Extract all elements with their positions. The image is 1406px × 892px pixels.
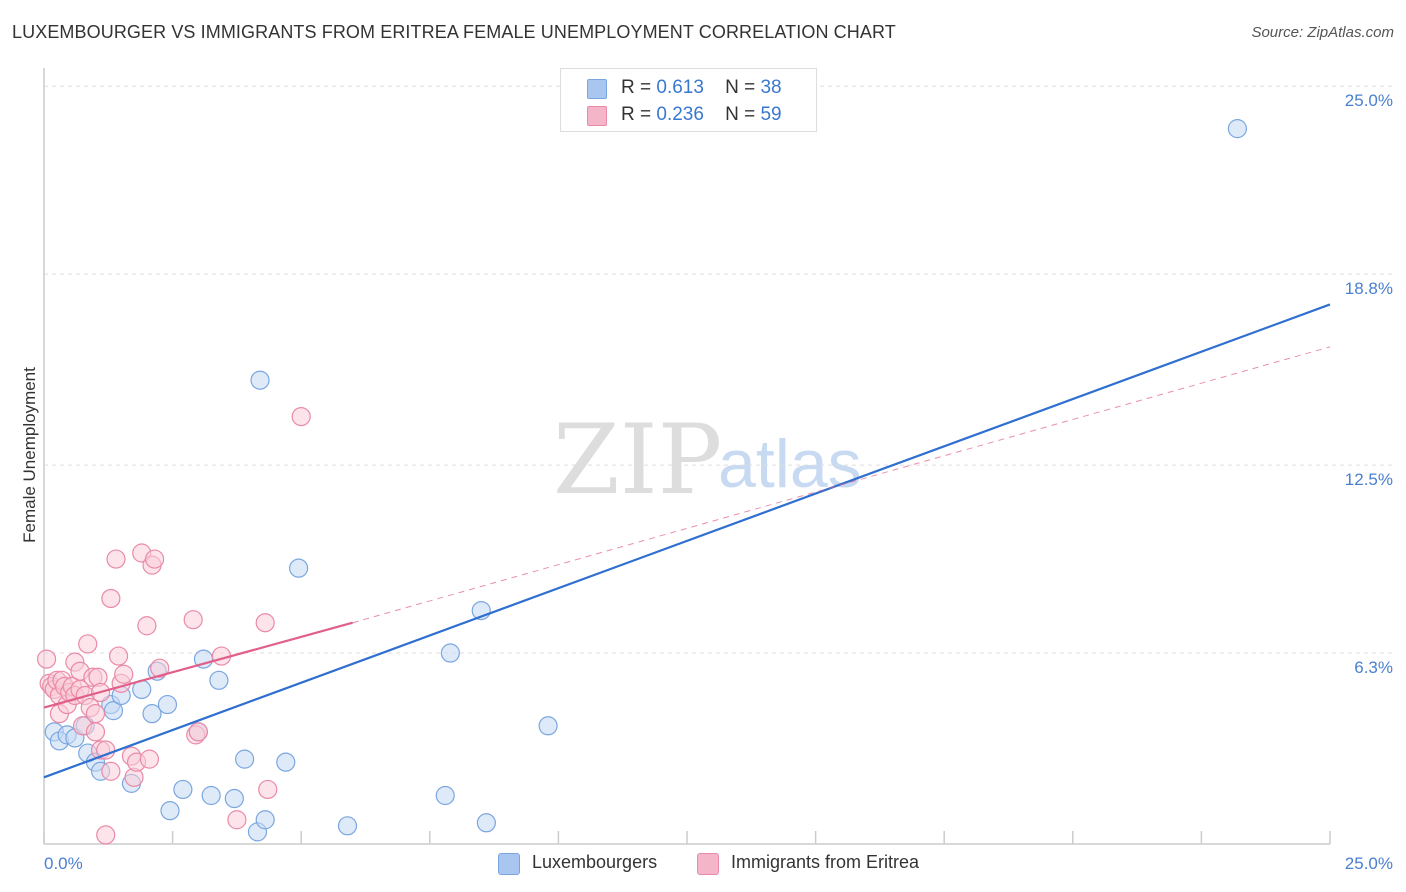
data-point xyxy=(78,634,98,654)
legend-text-eritrea: R = 0.236 N = 59 xyxy=(621,104,782,126)
data-point xyxy=(183,610,203,630)
data-point xyxy=(209,670,229,690)
series-luxembourgers xyxy=(44,119,1248,842)
trend-lines xyxy=(43,303,1331,779)
y-tick-label: 25.0% xyxy=(1345,91,1393,110)
data-point xyxy=(224,788,244,809)
data-point xyxy=(291,406,311,427)
trend-line-eritrea xyxy=(43,621,353,709)
data-point xyxy=(157,694,178,715)
data-point xyxy=(36,649,57,669)
chart-title: LUXEMBOURGER VS IMMIGRANTS FROM ERITREA … xyxy=(12,22,896,42)
y-tick-labels: 6.3% 12.5% 18.8% 25.0% xyxy=(1345,91,1393,677)
correlation-legend: R = 0.613 N = 38 R = 0.236 N = 59 xyxy=(560,68,817,132)
data-point xyxy=(276,752,296,772)
data-point xyxy=(150,658,170,678)
data-point xyxy=(106,549,126,569)
data-point xyxy=(440,643,460,663)
data-point xyxy=(144,549,165,569)
data-point xyxy=(538,716,558,736)
data-point xyxy=(85,704,106,724)
trend-line-luxembourgers xyxy=(43,303,1331,779)
x-tick-marks xyxy=(43,831,1331,844)
y-tick-label: 12.5% xyxy=(1345,470,1393,489)
data-point xyxy=(250,370,270,390)
legend-r-value: 0.236 xyxy=(656,104,704,125)
data-point xyxy=(289,558,309,578)
data-point xyxy=(101,761,121,781)
data-point xyxy=(142,704,162,724)
x-tick-label-max: 25.0% xyxy=(1345,854,1393,873)
bottom-legend-swatch-eritrea xyxy=(697,853,719,875)
legend-n-label: N = xyxy=(725,104,756,125)
data-point xyxy=(114,664,134,684)
gridlines xyxy=(44,85,1392,654)
data-point xyxy=(235,749,255,769)
data-points xyxy=(36,119,1248,845)
source-label[interactable]: Source: ZipAtlas.com xyxy=(1251,24,1394,41)
legend-text-luxembourgers: R = 0.613 N = 38 xyxy=(621,77,782,99)
data-point xyxy=(1227,119,1248,139)
data-point xyxy=(96,825,116,845)
legend-swatch-eritrea xyxy=(587,106,607,126)
legend-r-value: 0.613 xyxy=(656,77,704,98)
data-point xyxy=(476,813,496,833)
bottom-legend-label-eritrea: Immigrants from Eritrea xyxy=(731,852,920,872)
trend-extension-dashed xyxy=(352,346,1331,624)
legend-r-label: R = xyxy=(621,104,652,125)
data-point xyxy=(258,779,278,800)
data-point xyxy=(255,613,275,633)
data-point xyxy=(85,722,106,742)
data-point xyxy=(108,646,129,666)
data-point xyxy=(188,722,208,742)
y-tick-label: 6.3% xyxy=(1354,658,1393,677)
y-tick-label: 18.8% xyxy=(1345,279,1393,298)
series-eritrea xyxy=(36,406,311,845)
data-point xyxy=(96,740,116,760)
y-axis-label: Female Unemployment xyxy=(20,367,39,543)
data-point xyxy=(139,749,160,769)
data-point xyxy=(337,816,358,836)
data-point xyxy=(227,810,247,830)
legend-n-value: 59 xyxy=(760,104,782,125)
legend-n-value: 38 xyxy=(760,77,782,98)
legend-r-label: R = xyxy=(621,77,652,98)
legend-n-label: N = xyxy=(725,77,756,98)
watermark-zip: ZIP xyxy=(553,404,722,516)
data-point xyxy=(255,810,275,830)
watermark-atlas: atlas xyxy=(718,426,862,502)
data-point xyxy=(435,785,455,806)
x-tick-label-min: 0.0% xyxy=(44,854,83,873)
x-tick-labels: 0.0% 25.0% xyxy=(44,854,1393,873)
legend-swatch-luxembourgers xyxy=(587,79,607,99)
data-point xyxy=(101,588,121,609)
data-point xyxy=(160,801,180,821)
bottom-legend-label-luxembourgers: Luxembourgers xyxy=(532,852,658,872)
bottom-legend-swatch-luxembourgers xyxy=(498,853,520,875)
data-point xyxy=(173,779,193,800)
data-point xyxy=(137,616,157,636)
watermark: ZIP atlas xyxy=(553,404,862,516)
data-point xyxy=(201,785,221,806)
